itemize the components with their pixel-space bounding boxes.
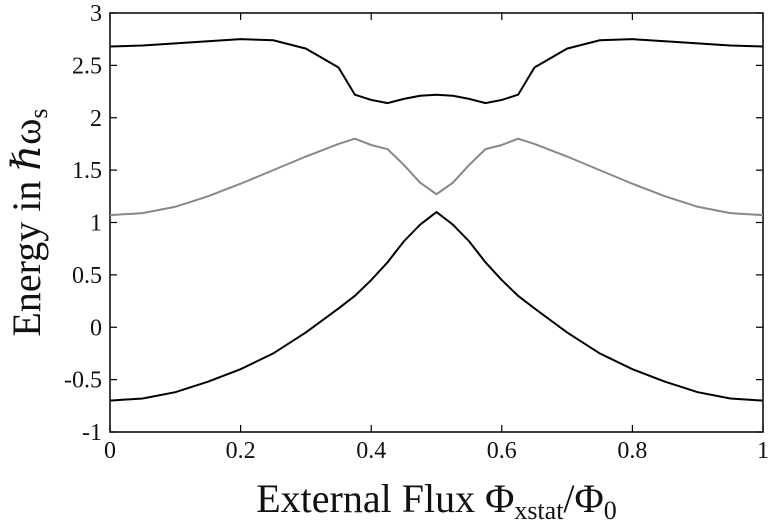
- y-tick-label: -0.5: [64, 368, 102, 394]
- y-tick-label: 0: [90, 315, 102, 341]
- xlabel-text: /Φ: [563, 476, 603, 521]
- xlabel-subscript: 0: [604, 496, 617, 525]
- y-tick-label: 2: [90, 106, 102, 132]
- series-line: [109, 38, 764, 105]
- x-tick-label: 0.2: [226, 438, 256, 464]
- xlabel-label: External Flux Φxstat/Φ0: [256, 476, 617, 525]
- xlabel-text: External Flux Φ: [256, 476, 514, 521]
- y-tick-label: 0.5: [72, 263, 102, 289]
- y-tick-label: 2.5: [72, 53, 102, 79]
- y-tick-label: 3: [90, 1, 102, 27]
- x-tick-label: 0.4: [356, 438, 386, 464]
- y-tick-label: 1.5: [72, 158, 102, 184]
- xlabel-subscript: xstat: [514, 496, 564, 525]
- x-tick-label: 0.8: [617, 438, 647, 464]
- series-line: [109, 210, 764, 402]
- ylabel-text: Energy in ℏω: [4, 119, 49, 337]
- series-line: [109, 137, 764, 217]
- plot-frame: [109, 12, 764, 433]
- y-tick-label: 1: [90, 211, 102, 237]
- x-tick-label: 1: [757, 438, 769, 464]
- x-tick-label: 0: [104, 438, 116, 464]
- x-tick-label: 0.6: [487, 438, 517, 464]
- ylabel-label: Energy in ℏωs: [4, 108, 53, 336]
- y-tick-label: -1: [82, 420, 102, 446]
- ylabel-subscript: s: [24, 108, 53, 118]
